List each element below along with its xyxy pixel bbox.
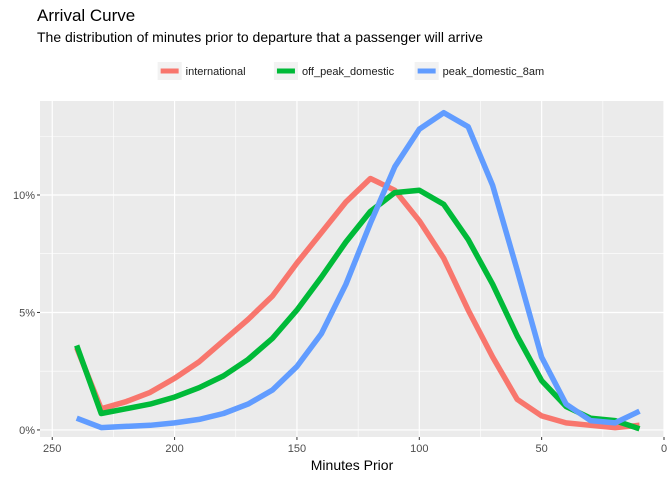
- legend-item-international: international: [157, 62, 246, 80]
- series-line-peak-domestic-8am: [75, 109, 641, 431]
- x-axis-ticks: 250 200 150 100 50 0: [43, 437, 667, 455]
- x-axis-title: Minutes Prior: [311, 457, 394, 473]
- x-tick-label: 150: [288, 443, 306, 455]
- y-tick-label: 5%: [19, 307, 35, 319]
- x-tick-label: 0: [661, 443, 667, 455]
- chart-subtitle: The distribution of minutes prior to dep…: [37, 29, 483, 45]
- legend-item-peak-domestic-8am: peak_domestic_8am: [414, 62, 545, 80]
- legend-item-off-peak-domestic: off_peak_domestic: [273, 62, 395, 80]
- x-tick-label: 50: [536, 443, 548, 455]
- y-tick-label: 0%: [19, 425, 35, 437]
- chart-title: Arrival Curve: [37, 6, 135, 25]
- series-lines: [74, 109, 641, 432]
- y-tick-label: 10%: [13, 190, 35, 202]
- x-tick-label: 200: [165, 443, 183, 455]
- legend-label: peak_domestic_8am: [443, 66, 545, 78]
- x-tick-label: 100: [410, 443, 428, 455]
- x-tick-label: 250: [43, 443, 61, 455]
- major-gridlines: [40, 101, 665, 437]
- series-line-off-peak-domestic: [74, 187, 641, 432]
- series-line-international: [74, 175, 640, 431]
- y-axis-ticks: 0% 5% 10%: [13, 190, 40, 437]
- legend: international off_peak_domestic peak_domes…: [157, 62, 545, 80]
- minor-gridlines: [40, 101, 664, 437]
- legend-label: off_peak_domestic: [302, 66, 395, 78]
- legend-label: international: [186, 66, 246, 78]
